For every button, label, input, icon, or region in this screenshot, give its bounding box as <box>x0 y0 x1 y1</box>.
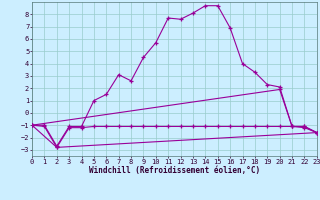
X-axis label: Windchill (Refroidissement éolien,°C): Windchill (Refroidissement éolien,°C) <box>89 166 260 175</box>
